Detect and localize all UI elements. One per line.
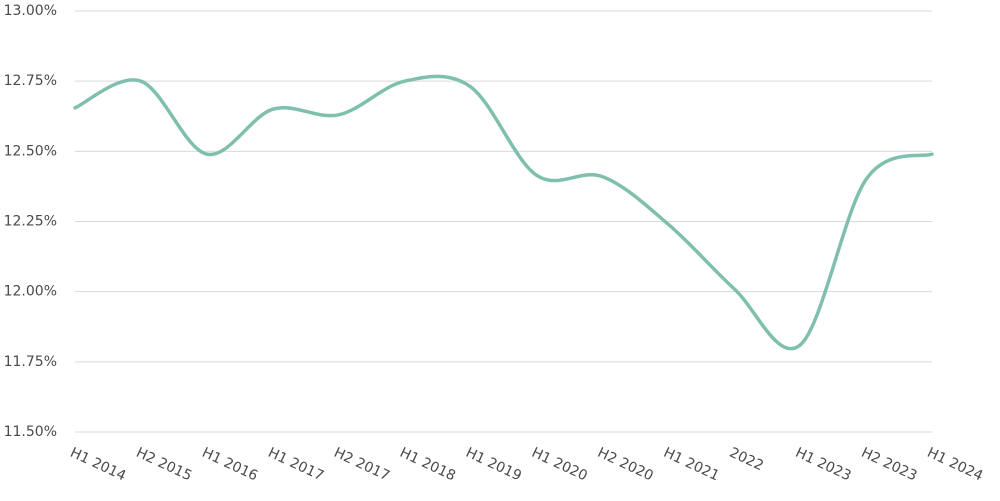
x-tick-label: H2 2023 <box>859 445 920 485</box>
x-tick-label: H1 2020 <box>529 445 590 485</box>
y-tick-label: 12.25% <box>4 214 57 230</box>
y-tick-label: 13.00% <box>4 3 57 19</box>
x-tick-label: H1 2019 <box>463 445 524 485</box>
x-tick-label: H1 2014 <box>68 445 129 485</box>
x-tick-label: H2 2020 <box>595 445 656 485</box>
y-tick-label: 12.50% <box>4 143 57 159</box>
x-tick-label: H1 2018 <box>397 445 458 485</box>
x-tick-label: H2 2017 <box>331 445 392 485</box>
x-tick-label: H1 2024 <box>925 445 986 485</box>
line <box>73 74 934 351</box>
y-tick-label: 11.75% <box>4 354 57 370</box>
x-tick-label: H1 2017 <box>265 445 326 485</box>
x-tick-label: 2022 <box>727 445 766 475</box>
x-tick-label: H2 2015 <box>134 445 195 485</box>
y-tick-label: 12.00% <box>4 284 57 300</box>
x-tick-label: H1 2016 <box>199 445 260 485</box>
x-tick-label: H1 2023 <box>793 445 854 485</box>
y-tick-label: 11.50% <box>4 424 57 440</box>
y-tick-label: 12.75% <box>4 73 57 89</box>
x-tick-label: H1 2021 <box>661 445 722 485</box>
